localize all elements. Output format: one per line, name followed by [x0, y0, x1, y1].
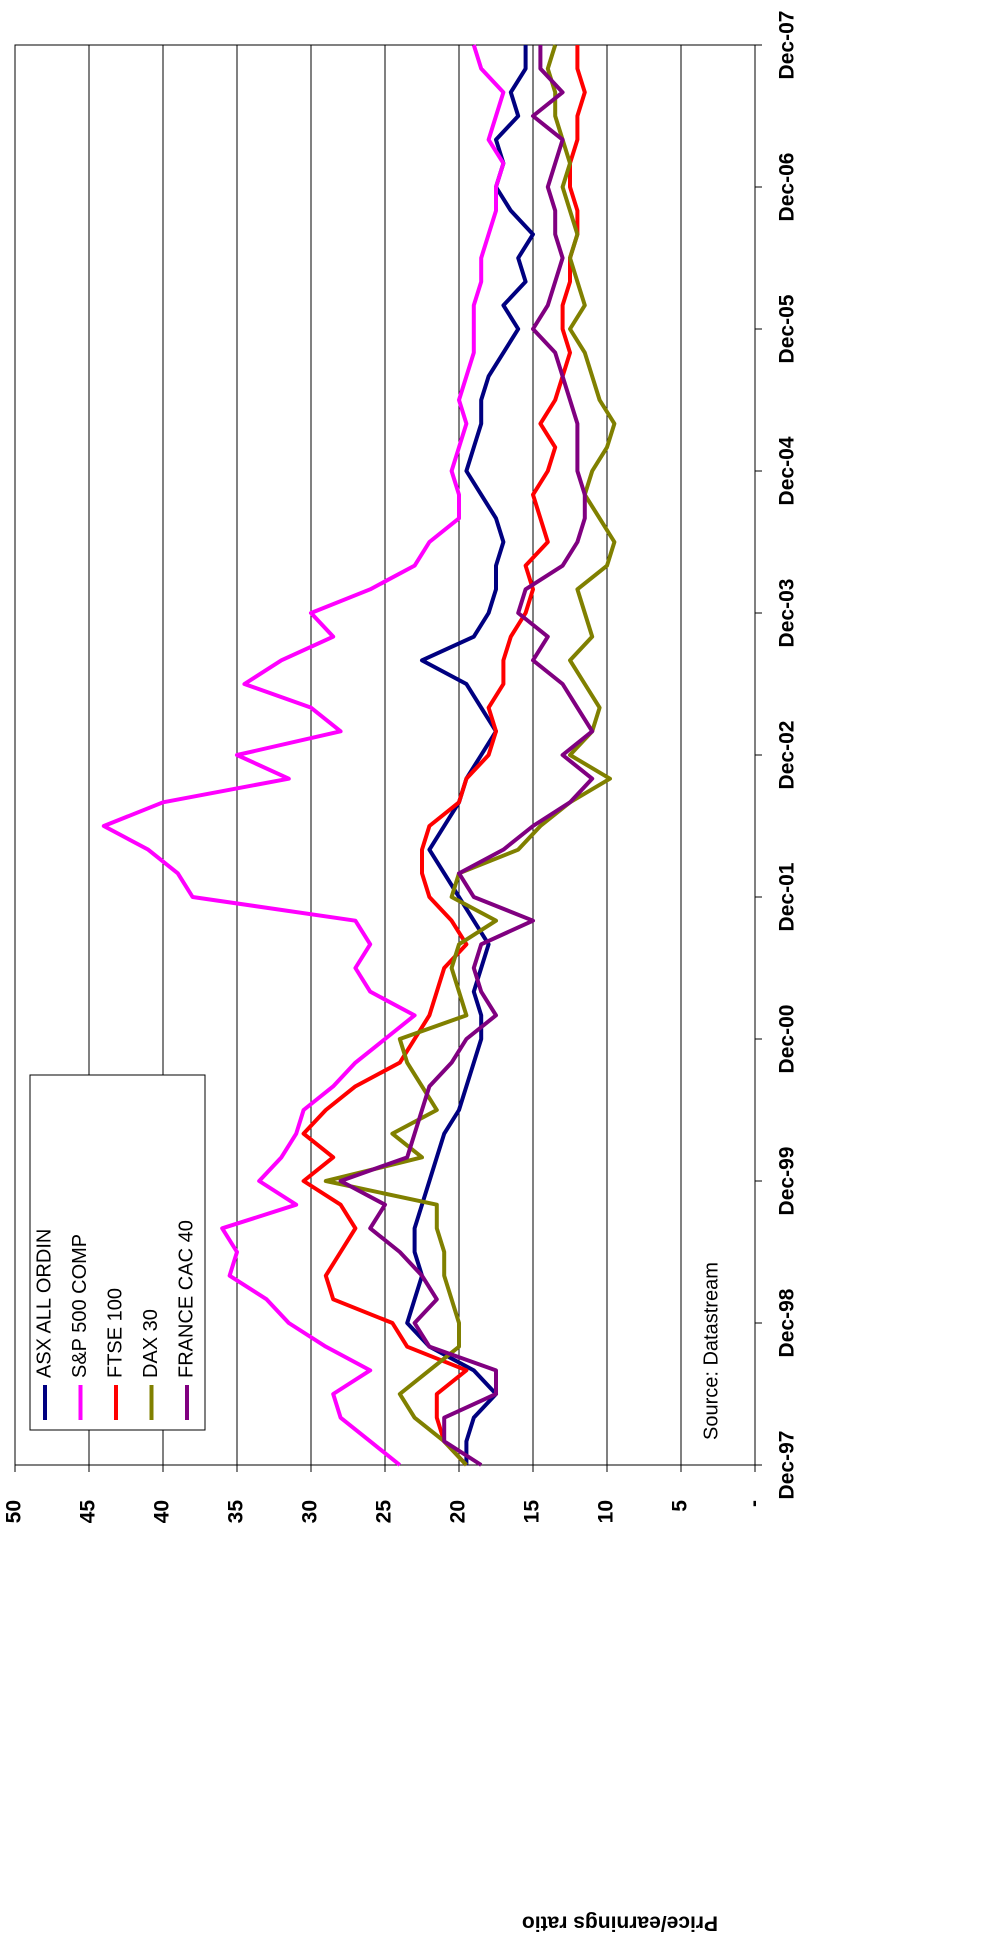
y-tick-label: 5 [669, 1500, 692, 1512]
x-tick-label: Dec-99 [776, 1147, 799, 1216]
y-tick-label: 25 [373, 1500, 396, 1524]
legend-label: S&P 500 COMP [69, 1234, 91, 1378]
x-tick-label: Dec-01 [776, 862, 799, 931]
x-tick-label: Dec-02 [776, 721, 799, 790]
series-line [405, 45, 535, 1465]
x-tick-label: Dec-00 [776, 1005, 799, 1074]
y-tick-label: 40 [151, 1500, 174, 1523]
x-tick-label: Dec-98 [776, 1288, 799, 1357]
x-tick-label: Dec-06 [776, 153, 799, 222]
legend-label: ASX ALL ORDIN [33, 1229, 55, 1378]
y-tick-label: - [743, 1500, 766, 1507]
y-tick-label: 45 [77, 1500, 100, 1524]
x-tick-label: Dec-97 [776, 1431, 799, 1500]
y-tick-label: 30 [299, 1500, 322, 1523]
legend-label: FTSE 100 [104, 1288, 126, 1378]
y-tick-label: 50 [3, 1500, 26, 1523]
legend-label: FRANCE CAC 40 [175, 1220, 197, 1378]
legend-box [29, 1074, 206, 1431]
legend-label: DAX 30 [140, 1309, 162, 1378]
y-tick-label: 20 [447, 1500, 470, 1523]
y-tick-label: 35 [225, 1500, 248, 1524]
x-tick-label: Dec-04 [776, 436, 799, 505]
series-line [301, 45, 587, 1467]
source-note: Source: Datastream [700, 1262, 722, 1440]
series-line [323, 44, 617, 1467]
x-tick-label: Dec-03 [776, 579, 799, 648]
series-line [101, 44, 506, 1467]
y-tick-label: 15 [521, 1500, 544, 1524]
y-axis-label: Price/earnings ratio [522, 1911, 718, 1934]
x-tick-label: Dec-07 [776, 11, 799, 80]
x-tick-label: Dec-05 [776, 294, 799, 363]
rotated-plot: Price/earnings ratio - 5 10 15 20 25 30 35 40 45 5… [3, 11, 799, 1935]
series-line [338, 45, 595, 1467]
y-tick-label: 10 [595, 1500, 618, 1523]
